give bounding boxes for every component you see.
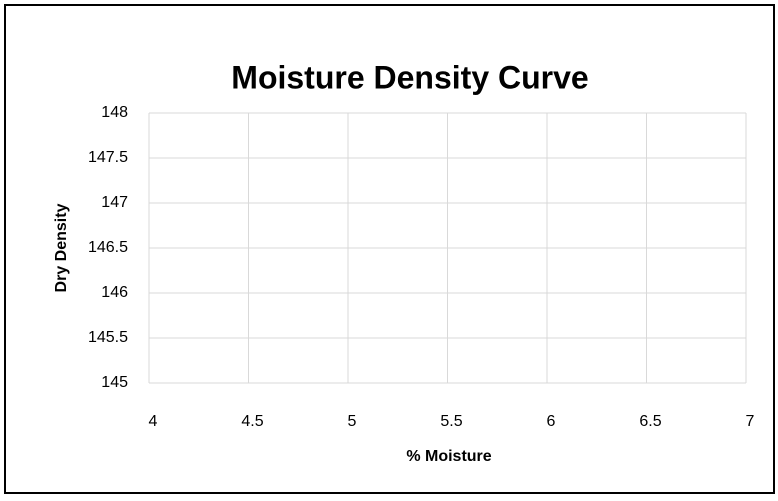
x-axis-label: % Moisture	[406, 448, 491, 465]
y-tick-label: 147	[101, 194, 128, 211]
x-tick-label: 5.5	[440, 413, 462, 430]
chart-title: Moisture Density Curve	[231, 59, 588, 95]
y-tick-label: 145.5	[88, 329, 128, 346]
chart-border	[4, 4, 775, 494]
x-tick-label: 6.5	[639, 413, 661, 430]
x-tick-label: 4	[149, 413, 158, 430]
y-tick-label: 146	[101, 284, 128, 301]
x-tick-label: 6	[547, 413, 556, 430]
x-tick-label: 7	[746, 413, 755, 430]
y-tick-label: 147.5	[88, 149, 128, 166]
x-tick-label: 5	[348, 413, 357, 430]
y-tick-label: 148	[101, 104, 128, 121]
y-axis-label: Dry Density	[53, 203, 70, 292]
x-tick-label: 4.5	[241, 413, 263, 430]
y-tick-label: 145	[101, 374, 128, 391]
y-tick-label: 146.5	[88, 239, 128, 256]
